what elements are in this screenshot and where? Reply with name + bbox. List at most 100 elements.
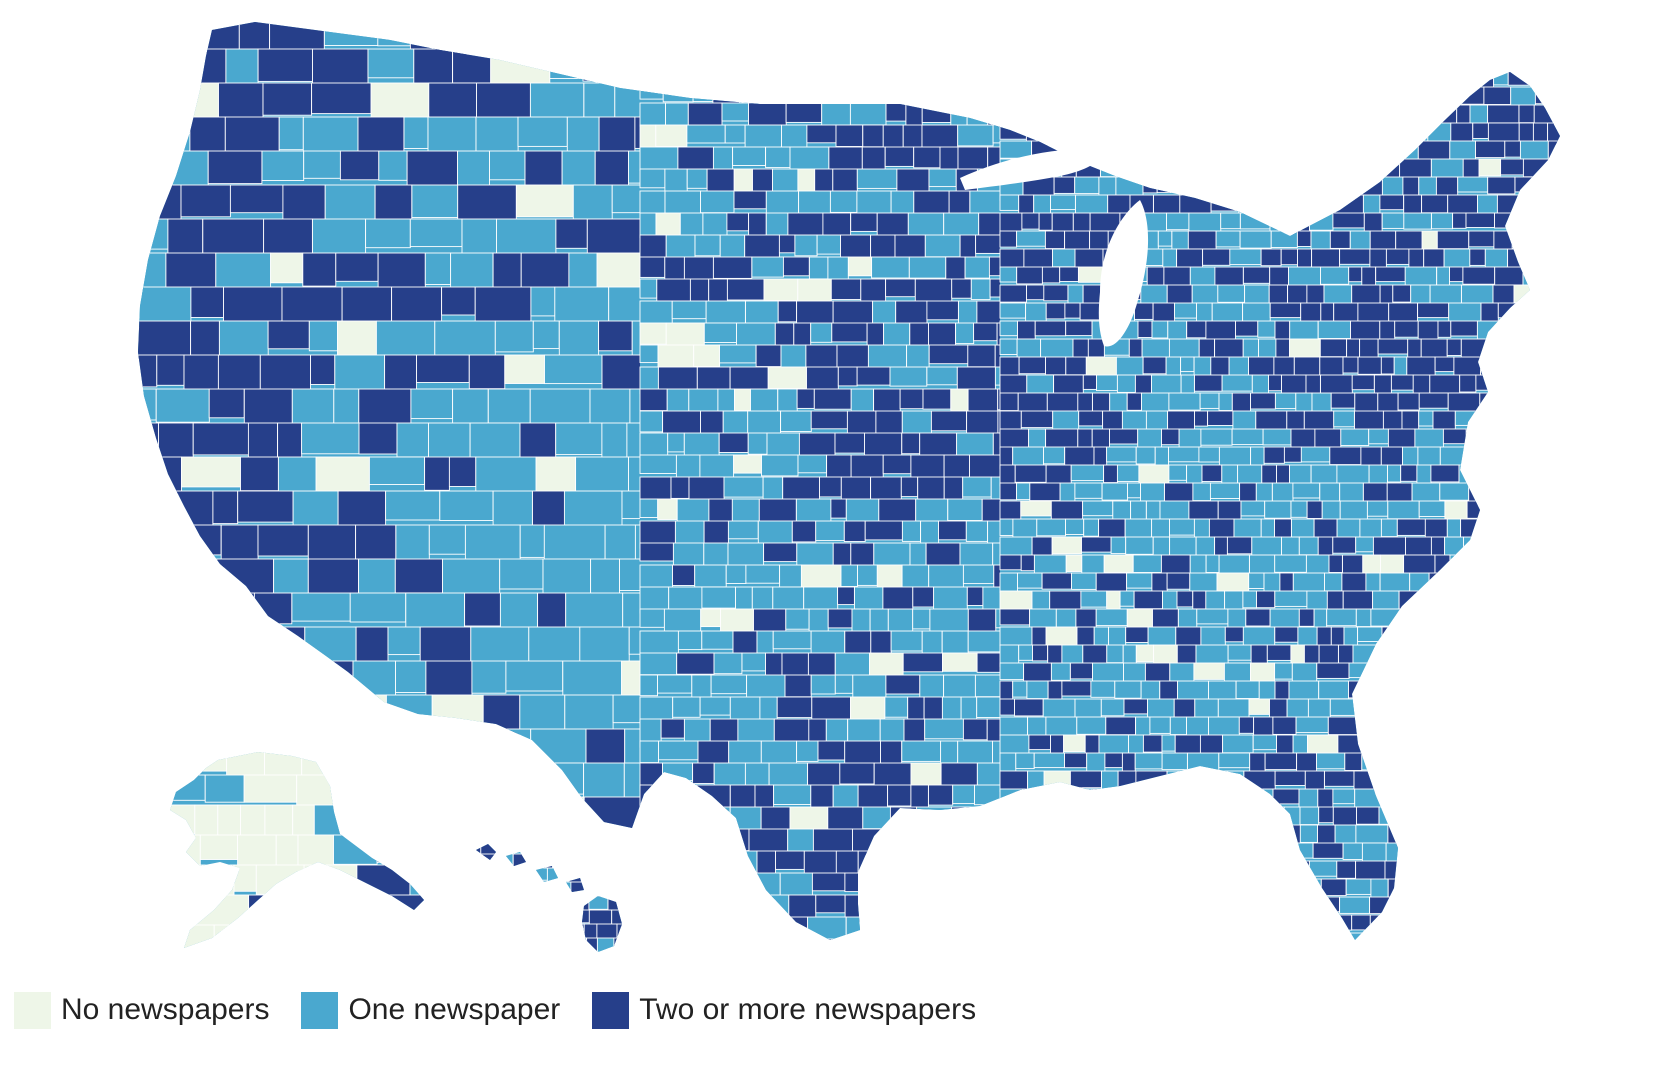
county-cell	[1318, 806, 1334, 824]
county-cell	[715, 938, 744, 940]
county-cell	[671, 300, 707, 320]
county-cell	[1530, 230, 1546, 254]
county-cell	[1567, 159, 1590, 176]
county-cell	[1124, 518, 1153, 539]
county-cell	[781, 124, 808, 148]
county-cell	[549, 881, 572, 900]
county-cell	[742, 938, 784, 940]
county-cell	[1357, 626, 1383, 642]
county-cell	[1380, 644, 1395, 664]
county-cell	[1561, 789, 1592, 808]
county-cell	[1551, 50, 1560, 75]
county-cell	[235, 932, 265, 940]
county-cell	[894, 36, 931, 60]
county-cell	[639, 894, 674, 914]
county-cell	[999, 752, 1017, 772]
county-cell	[1480, 302, 1499, 323]
county-cell	[1243, 770, 1276, 790]
county-cell	[1372, 590, 1400, 610]
county-cell	[1066, 860, 1083, 879]
county-cell	[791, 58, 821, 80]
county-cell	[165, 252, 217, 293]
county-cell	[171, 82, 219, 123]
county-cell	[724, 124, 746, 144]
county-cell	[639, 22, 659, 36]
county-cell	[489, 150, 526, 181]
county-cell	[1341, 176, 1358, 201]
county-cell	[1522, 428, 1551, 445]
county-cell	[999, 140, 1033, 159]
county-cell	[1559, 698, 1560, 721]
county-cell	[1270, 32, 1297, 57]
county-cell	[924, 894, 960, 920]
county-cell	[505, 660, 564, 692]
county-cell	[1365, 572, 1381, 593]
county-cell	[657, 22, 683, 43]
county-cell	[1492, 392, 1522, 409]
county-cell	[428, 82, 477, 122]
county-cell	[1040, 878, 1059, 899]
county-cell	[1127, 482, 1141, 499]
county-cell	[1051, 860, 1068, 882]
county-cell	[1435, 176, 1459, 199]
county-cell	[555, 422, 603, 456]
county-cell	[1420, 338, 1448, 360]
county-cell	[213, 924, 256, 948]
county-cell	[999, 482, 1017, 501]
county-cell	[973, 322, 998, 342]
county-cell	[789, 80, 825, 103]
county-cell	[1043, 86, 1069, 104]
county-cell	[1023, 248, 1053, 269]
county-cell	[1104, 752, 1123, 769]
county-cell	[555, 218, 588, 249]
county-cell	[727, 520, 759, 540]
county-cell	[528, 853, 553, 869]
county-cell	[758, 498, 797, 525]
county-cell	[1505, 446, 1525, 467]
county-cell	[1015, 932, 1039, 940]
county-cell	[225, 48, 259, 85]
county-cell	[1140, 482, 1165, 502]
county-cell	[259, 354, 311, 395]
county-cell	[1238, 194, 1259, 216]
county-cell	[872, 300, 897, 325]
county-cell	[639, 322, 667, 345]
county-cell	[1513, 590, 1547, 613]
county-cell	[639, 344, 659, 364]
county-cell	[224, 116, 280, 152]
county-cell	[1099, 806, 1116, 831]
county-cell	[138, 218, 169, 250]
county-cell	[1129, 68, 1162, 92]
county-cell	[1188, 32, 1206, 52]
county-cell	[943, 212, 980, 239]
county-cell	[887, 784, 912, 807]
county-cell	[1239, 212, 1271, 230]
county-cell	[416, 924, 424, 948]
county-cell	[1295, 32, 1317, 57]
county-cell	[1103, 464, 1118, 484]
county-cell	[1083, 518, 1100, 537]
county-cell	[1544, 662, 1560, 680]
county-cell	[955, 322, 975, 345]
county-cell	[204, 660, 240, 704]
county-cell	[1532, 752, 1560, 773]
county-cell	[1263, 951, 1290, 969]
county-cell	[1320, 302, 1335, 325]
county-cell	[1043, 770, 1071, 790]
county-cell	[1036, 518, 1066, 537]
county-cell	[760, 806, 791, 830]
county-cell	[1524, 356, 1546, 381]
county-cell	[1137, 842, 1166, 862]
county-cell	[1091, 428, 1110, 450]
county-cell	[836, 344, 869, 372]
county-cell	[1245, 158, 1262, 176]
county-cell	[851, 938, 875, 940]
county-cell	[1507, 248, 1535, 269]
county-cell	[1309, 212, 1334, 231]
county-cell	[587, 844, 610, 856]
county-cell	[1135, 104, 1157, 121]
county-cell	[624, 840, 637, 858]
county-cell	[1289, 951, 1303, 968]
county-cell	[1413, 644, 1443, 663]
county-cell	[812, 36, 840, 63]
